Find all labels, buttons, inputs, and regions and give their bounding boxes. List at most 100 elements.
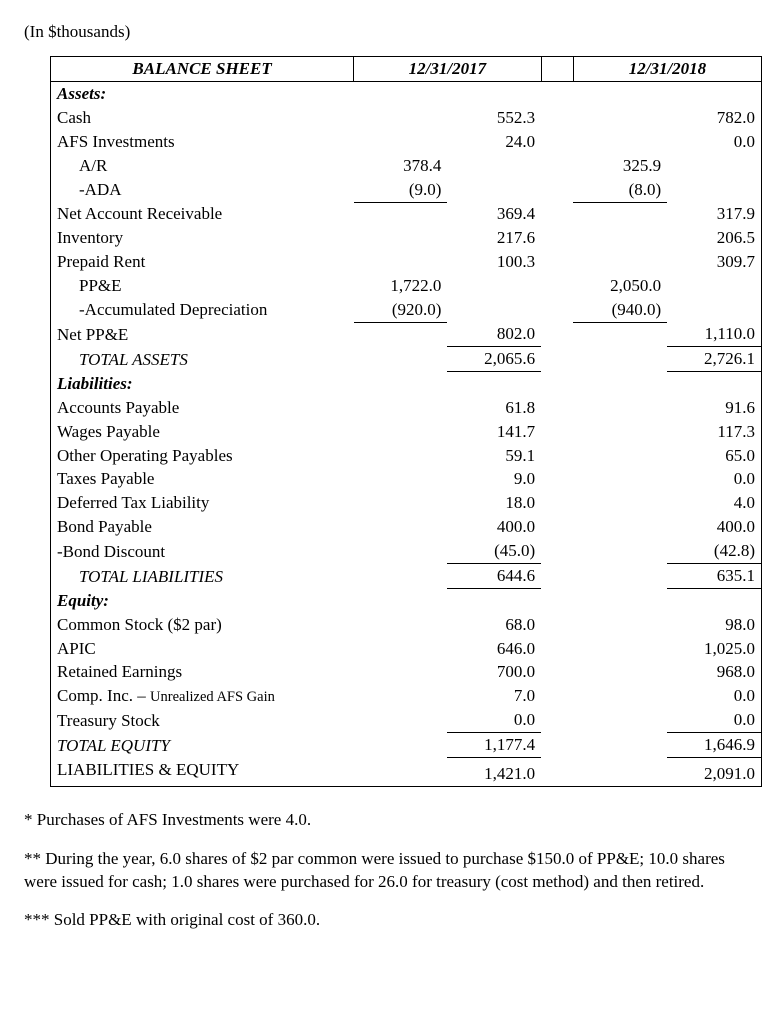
cell-b1 bbox=[447, 154, 541, 178]
section-label: Equity: bbox=[51, 589, 354, 613]
row-ar: A/R378.4325.9 bbox=[51, 154, 762, 178]
cell-label: APIC bbox=[51, 637, 354, 661]
cell-b1 bbox=[447, 298, 541, 322]
cell-b2: 4.0 bbox=[667, 491, 761, 515]
cell-label: TOTAL EQUITY bbox=[51, 733, 354, 758]
section-label: Assets: bbox=[51, 81, 354, 105]
header-gap bbox=[541, 57, 573, 82]
cell-a1 bbox=[354, 708, 448, 732]
row-wp: Wages Payable141.7117.3 bbox=[51, 420, 762, 444]
row-tassets: TOTAL ASSETS2,065.62,726.1 bbox=[51, 347, 762, 372]
cell-b2: 1,646.9 bbox=[667, 733, 761, 758]
cell-b2: (42.8) bbox=[667, 539, 761, 563]
cell-b2: 0.0 bbox=[667, 684, 761, 708]
header-title: BALANCE SHEET bbox=[51, 57, 354, 82]
cell-b1: 400.0 bbox=[447, 515, 541, 539]
row-afs: AFS Investments24.00.0 bbox=[51, 130, 762, 154]
row-ada: -ADA(9.0)(8.0) bbox=[51, 178, 762, 202]
row-le: LIABILITIES & EQUITY1,421.02,091.0 bbox=[51, 758, 762, 786]
cell-b2 bbox=[667, 178, 761, 202]
row-netppe: Net PP&E802.01,110.0 bbox=[51, 322, 762, 346]
cell-label: PP&E bbox=[51, 274, 354, 298]
row-cs: Common Stock ($2 par) 68.0 98.0 bbox=[51, 613, 762, 637]
cell-b1: 9.0 bbox=[447, 467, 541, 491]
cell-a2 bbox=[573, 467, 667, 491]
cell-b2: 309.7 bbox=[667, 250, 761, 274]
cell-b1: 7.0 bbox=[447, 684, 541, 708]
cell-a1 bbox=[354, 733, 448, 758]
cell-label: Retained Earnings bbox=[51, 660, 354, 684]
section-equity: Equity: bbox=[51, 589, 762, 613]
section-liab: Liabilities: bbox=[51, 372, 762, 396]
cell-a1 bbox=[354, 250, 448, 274]
cell-a1 bbox=[354, 467, 448, 491]
cell-b1: 802.0 bbox=[447, 322, 541, 346]
balance-sheet-table: BALANCE SHEET 12/31/2017 12/31/2018 Asse… bbox=[50, 56, 762, 787]
row-bp: Bond Payable400.0400.0 bbox=[51, 515, 762, 539]
cell-label: TOTAL ASSETS bbox=[51, 347, 354, 372]
cell-a2 bbox=[573, 420, 667, 444]
cell-b2 bbox=[667, 154, 761, 178]
cell-a1 bbox=[354, 491, 448, 515]
cell-a2: 325.9 bbox=[573, 154, 667, 178]
row-apic: APIC646.01,025.0 bbox=[51, 637, 762, 661]
ci-pre: Comp. Inc. – bbox=[57, 686, 150, 705]
footnote-1: * Purchases of AFS Investments were 4.0. bbox=[24, 809, 744, 832]
cell-a1 bbox=[354, 226, 448, 250]
cell-a2 bbox=[573, 660, 667, 684]
cell-b2 bbox=[667, 298, 761, 322]
cell-a2 bbox=[573, 637, 667, 661]
cell-label: Bond Payable bbox=[51, 515, 354, 539]
cell-label: Net PP&E bbox=[51, 322, 354, 346]
cell-a2 bbox=[573, 250, 667, 274]
cell-a1 bbox=[354, 347, 448, 372]
cell-a1: 378.4 bbox=[354, 154, 448, 178]
cell-label: Common Stock ($2 par) bbox=[51, 613, 354, 637]
section-label: Liabilities: bbox=[51, 372, 354, 396]
cell-a1 bbox=[354, 613, 448, 637]
cell-a2 bbox=[573, 396, 667, 420]
cell-a2 bbox=[573, 347, 667, 372]
cell-b2: 98.0 bbox=[667, 613, 761, 637]
header-year-2018: 12/31/2018 bbox=[573, 57, 761, 82]
cell-b1: (45.0) bbox=[447, 539, 541, 563]
cell-b1: 2,065.6 bbox=[447, 347, 541, 372]
cell-b1: 700.0 bbox=[447, 660, 541, 684]
cell-label: Deferred Tax Liability bbox=[51, 491, 354, 515]
header-year-2017: 12/31/2017 bbox=[354, 57, 542, 82]
cell-label: -Accumulated Depreciation bbox=[51, 298, 354, 322]
row-prepaid: Prepaid Rent100.3309.7 bbox=[51, 250, 762, 274]
cell-b2: 65.0 bbox=[667, 444, 761, 468]
cell-b1: 646.0 bbox=[447, 637, 541, 661]
cell-a1 bbox=[354, 564, 448, 589]
row-accdep: -Accumulated Depreciation(920.0)(940.0) bbox=[51, 298, 762, 322]
row-ci: Comp. Inc. – Unrealized AFS Gain 7.0 0.0 bbox=[51, 684, 762, 708]
cell-b2: 0.0 bbox=[667, 467, 761, 491]
row-dtl: Deferred Tax Liability18.04.0 bbox=[51, 491, 762, 515]
header-row: BALANCE SHEET 12/31/2017 12/31/2018 bbox=[51, 57, 762, 82]
cell-label: Taxes Payable bbox=[51, 467, 354, 491]
cell-b1: 61.8 bbox=[447, 396, 541, 420]
cell-label: -ADA bbox=[51, 178, 354, 202]
cell-b1 bbox=[447, 178, 541, 202]
cell-a2 bbox=[573, 130, 667, 154]
cell-a2: (8.0) bbox=[573, 178, 667, 202]
cell-label: LIABILITIES & EQUITY bbox=[51, 758, 354, 786]
cell-a2 bbox=[573, 758, 667, 786]
cell-b2: 117.3 bbox=[667, 420, 761, 444]
cell-label: Prepaid Rent bbox=[51, 250, 354, 274]
cell-b1: 644.6 bbox=[447, 564, 541, 589]
cell-label: Treasury Stock bbox=[51, 708, 354, 732]
cell-b1: 68.0 bbox=[447, 613, 541, 637]
cell-a2 bbox=[573, 106, 667, 130]
cell-label: Comp. Inc. – Unrealized AFS Gain bbox=[51, 684, 354, 708]
row-tp: Taxes Payable 9.0 0.0 bbox=[51, 467, 762, 491]
cell-a2 bbox=[573, 733, 667, 758]
cell-a1 bbox=[354, 637, 448, 661]
row-ts: Treasury Stock0.00.0 bbox=[51, 708, 762, 732]
cell-b2 bbox=[667, 274, 761, 298]
ci-small: Unrealized AFS Gain bbox=[150, 689, 275, 705]
cell-b1: 24.0 bbox=[447, 130, 541, 154]
cell-a1 bbox=[354, 539, 448, 563]
cell-label: Accounts Payable bbox=[51, 396, 354, 420]
